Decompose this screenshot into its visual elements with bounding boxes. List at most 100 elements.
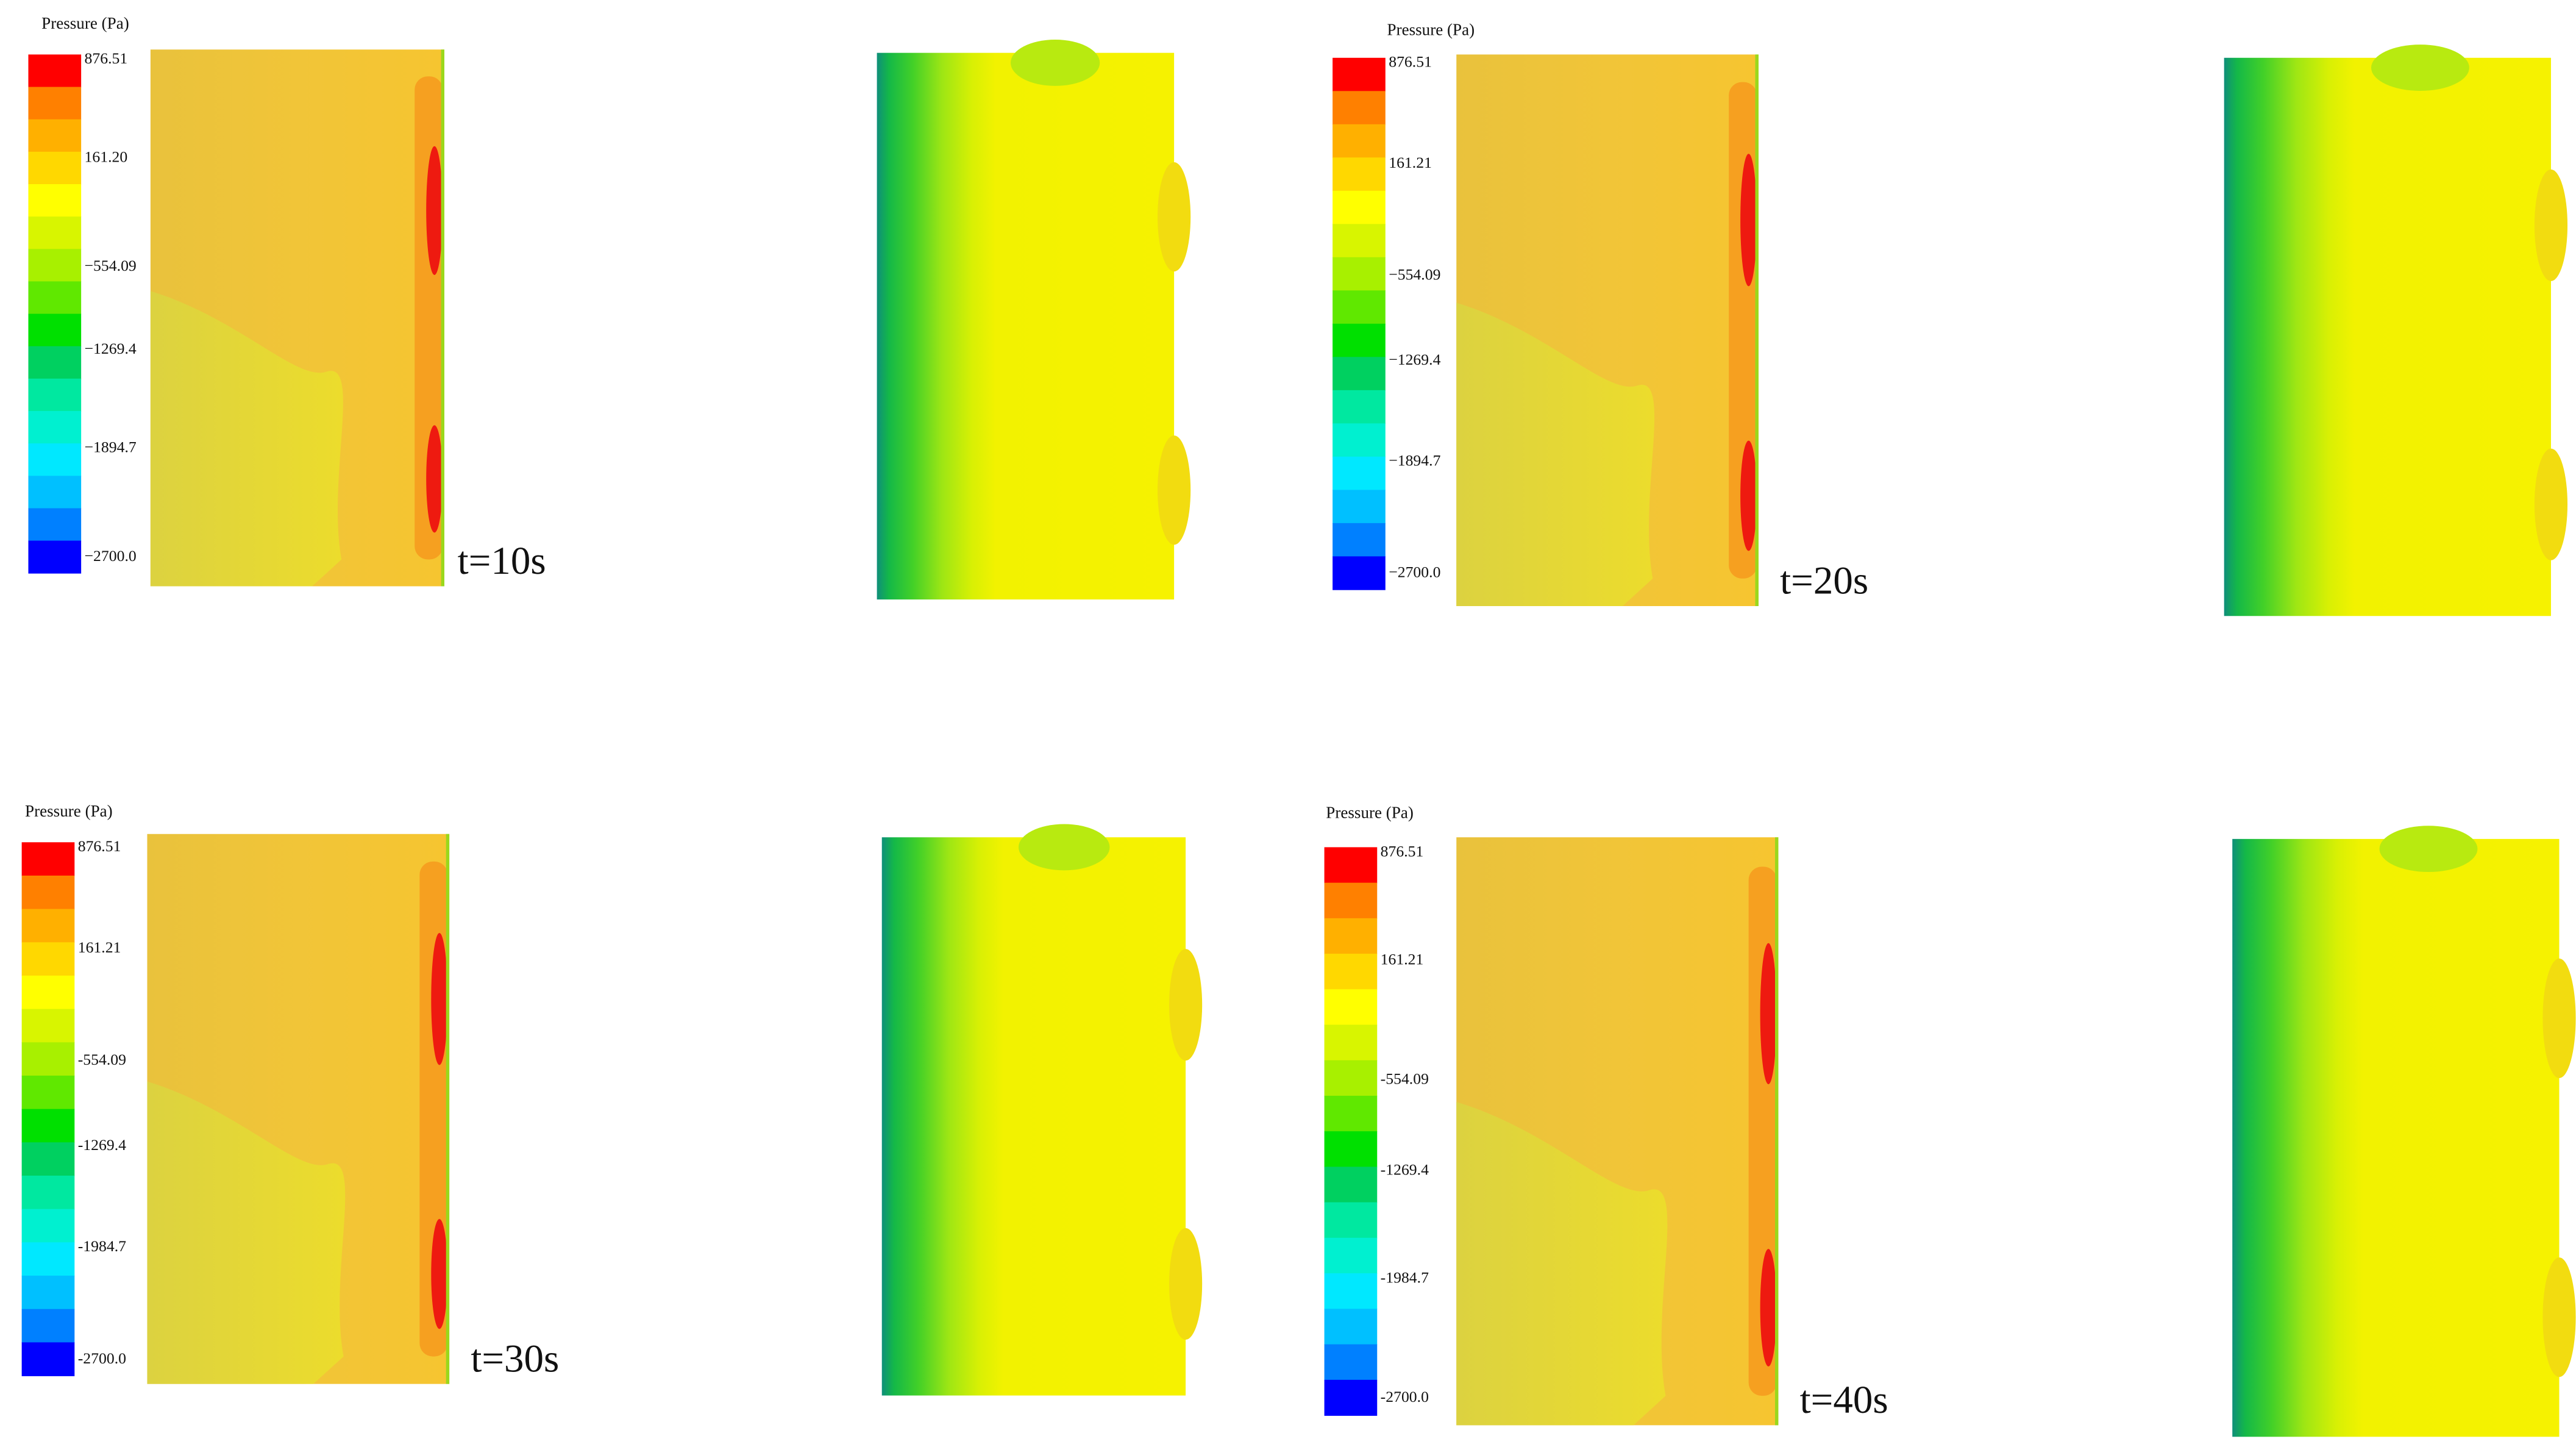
legend-band — [1324, 1344, 1378, 1380]
legend-band — [1332, 257, 1386, 291]
legend-band — [21, 1342, 75, 1376]
legend-band — [21, 909, 75, 943]
contour-peak — [1740, 440, 1757, 551]
contour-rim — [1774, 837, 1779, 1426]
legend-band — [1324, 1096, 1378, 1132]
contour-region — [1169, 1227, 1203, 1340]
contour-region — [1158, 435, 1191, 545]
legend-band — [21, 875, 75, 910]
legend-label: -1984.7 — [78, 1237, 126, 1255]
legend-band — [1324, 1024, 1378, 1061]
time-label: t=40s — [1800, 1378, 1888, 1422]
legend-band — [28, 151, 82, 185]
legend-title: Pressure (Pa) — [1326, 803, 1414, 821]
contour-rim — [446, 834, 450, 1384]
legend-band — [1324, 1202, 1378, 1238]
contour-peak — [426, 425, 443, 533]
legend-label: −554.09 — [85, 257, 137, 274]
panel: Pressure (Pa) 876.51 161.21 -554.09 -1269.4 -… — [1324, 803, 2576, 1437]
legend-band — [1324, 989, 1378, 1026]
legend-band — [1332, 423, 1386, 457]
contour-peak — [431, 1219, 448, 1329]
panel: Pressure (Pa) 876.51 161.21 -554.09 -1269.4 -… — [21, 802, 1203, 1396]
contour-peak — [426, 146, 443, 275]
legend-band — [21, 1176, 75, 1210]
panel: Pressure (Pa) 876.51 161.20 −554.09 −1269.4 −… — [28, 14, 1191, 600]
time-label: t=30s — [471, 1337, 559, 1380]
contour-rim — [441, 49, 444, 587]
panel: Pressure (Pa) 876.51 161.21 −554.09 −1269.4 −… — [1332, 21, 2568, 616]
legend-band — [21, 842, 75, 876]
legend-label: -2700.0 — [1381, 1388, 1429, 1405]
legend-label: 161.20 — [85, 148, 128, 165]
legend-band — [1324, 1273, 1378, 1310]
contour-region — [1456, 1102, 1668, 1426]
contour-peak — [431, 933, 448, 1065]
contour-region — [2534, 448, 2568, 560]
legend-band — [1324, 882, 1378, 919]
legend-band — [1324, 1237, 1378, 1274]
legend-band — [1332, 57, 1386, 92]
legend-band — [28, 411, 82, 445]
legend-band — [21, 1209, 75, 1243]
legend-band — [1324, 1131, 1378, 1168]
legend-label: -1269.4 — [1381, 1160, 1429, 1178]
contour-region — [1456, 302, 1655, 606]
legend-band — [1332, 91, 1386, 125]
legend-band — [21, 1242, 75, 1276]
legend-band — [1332, 490, 1386, 524]
legend-band — [1324, 1379, 1378, 1416]
legend-band — [1324, 918, 1378, 954]
contour-front — [2224, 57, 2551, 616]
legend-band — [1332, 290, 1386, 324]
legend-band — [21, 1076, 75, 1110]
legend-band — [28, 184, 82, 217]
legend-band — [21, 1309, 75, 1343]
contour-region — [1010, 40, 1100, 86]
contour-front — [881, 837, 1186, 1396]
legend-band — [1324, 1309, 1378, 1345]
legend-label: -554.09 — [78, 1051, 126, 1068]
legend-band — [1332, 390, 1386, 424]
legend-band — [28, 346, 82, 379]
legend-label: -2700.0 — [78, 1349, 126, 1367]
contour-region — [2534, 169, 2568, 281]
legend-band — [28, 119, 82, 152]
legend-band — [1324, 847, 1378, 884]
contour-front — [877, 52, 1175, 600]
legend-label: −2700.0 — [1389, 563, 1440, 581]
contour-region — [1158, 162, 1191, 272]
contour-peak — [1760, 1249, 1777, 1366]
legend-band — [21, 1109, 75, 1143]
legend-band — [21, 1276, 75, 1310]
legend-band — [21, 1009, 75, 1043]
legend-band — [1332, 157, 1386, 191]
time-label: t=10s — [458, 539, 546, 583]
contour-region — [1018, 824, 1110, 871]
legend-band — [1332, 124, 1386, 159]
legend-band — [28, 216, 82, 250]
legend-label: 161.21 — [1389, 154, 1432, 171]
legend-band — [21, 1142, 75, 1176]
legend-band — [1332, 323, 1386, 358]
legend-band — [28, 313, 82, 347]
legend-label: 161.21 — [1381, 951, 1424, 968]
contour-region — [150, 291, 343, 587]
contour-rim — [1755, 54, 1759, 606]
legend-band — [1324, 954, 1378, 990]
legend-label: −1894.7 — [1389, 452, 1440, 470]
legend-title: Pressure (Pa) — [41, 14, 129, 32]
legend-band — [21, 1042, 75, 1076]
contour-peak — [1760, 943, 1777, 1085]
legend-band — [1332, 523, 1386, 557]
legend-label: 876.51 — [85, 49, 128, 67]
legend-band — [28, 443, 82, 477]
contour-region — [2542, 958, 2576, 1079]
legend-label: -554.09 — [1381, 1070, 1429, 1087]
legend-band — [1332, 556, 1386, 590]
legend-band — [1332, 357, 1386, 391]
contour-region — [147, 1081, 346, 1384]
contour-front — [2232, 838, 2560, 1437]
